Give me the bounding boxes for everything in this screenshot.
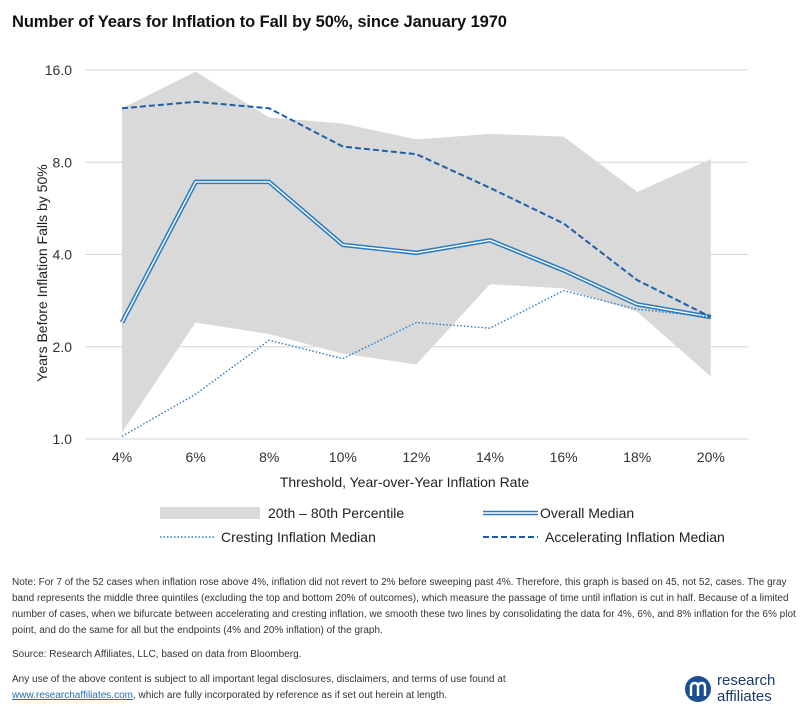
x-tick-label: 14% (476, 449, 504, 465)
chart-note: Note: For 7 of the 52 cases when inflati… (12, 577, 796, 636)
x-tick-label: 12% (402, 449, 430, 465)
source-note: Source: Research Affiliates, LLC, based … (12, 649, 302, 660)
legend-label-cresting: Cresting Inflation Median (221, 529, 376, 545)
logo-mark-icon (685, 676, 711, 702)
chart: 1.0 2.0 4.0 8.0 16.0 4% 6% 8% 10% 12% 14% 16% 18% 20… (45, 62, 748, 545)
x-tick-label: 18% (623, 449, 651, 465)
y-tick-label: 2.0 (53, 339, 73, 355)
legend-label-overall: Overall Median (540, 505, 634, 521)
legend-swatch-band (160, 507, 260, 519)
legend-label-accelerating: Accelerating Inflation Median (545, 529, 725, 545)
y-tick-label: 4.0 (53, 247, 73, 263)
disclaimer-text-end: , which are fully incorporated by refere… (132, 690, 448, 701)
chart-title: Number of Years for Inflation to Fall by… (12, 13, 507, 31)
overall-median-line-inner (121, 181, 711, 323)
x-tick-label: 10% (329, 449, 357, 465)
x-tick-label: 20% (697, 449, 725, 465)
legend: 20th – 80th Percentile Overall Median Cres… (160, 505, 725, 545)
y-tick-label: 16.0 (45, 62, 72, 78)
y-axis-label: Years Before Inflation Falls by 50% (34, 164, 50, 382)
x-tick-label: 8% (259, 449, 279, 465)
website-link[interactable]: www.researchaffiliates.com (12, 690, 133, 701)
logo-text-research: research (717, 672, 776, 689)
y-tick-label: 1.0 (53, 431, 73, 447)
cresting-inflation-median-line (121, 289, 711, 437)
x-tick-label: 16% (550, 449, 578, 465)
x-axis-label: Threshold, Year-over-Year Inflation Rate (279, 474, 530, 490)
x-tick-label: 4% (112, 449, 132, 465)
y-tick-label: 8.0 (53, 154, 73, 170)
disclaimer: Any use of the above content is subject … (12, 672, 632, 704)
series-lines (120, 100, 712, 437)
logo-text-affiliates: affiliates (717, 688, 772, 705)
x-tick-label: 6% (185, 449, 205, 465)
legend-label-band: 20th – 80th Percentile (268, 505, 404, 521)
research-affiliates-logo: research affiliates (685, 670, 805, 710)
y-tick-labels: 1.0 2.0 4.0 8.0 16.0 (45, 62, 72, 447)
x-tick-labels: 4% 6% 8% 10% 12% 14% 16% 18% 20% (112, 449, 725, 465)
disclaimer-text: Any use of the above content is subject … (12, 674, 506, 685)
